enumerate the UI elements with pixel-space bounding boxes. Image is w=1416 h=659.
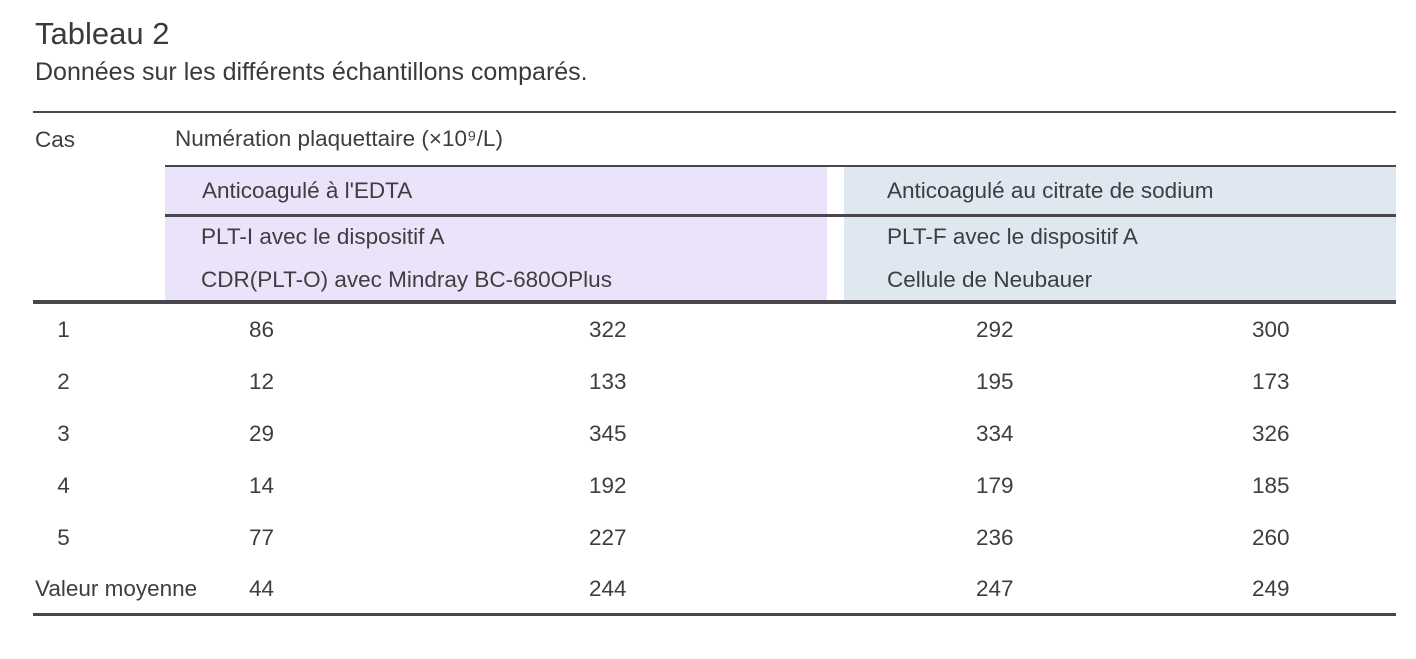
case-label: Valeur moyenne xyxy=(35,575,198,601)
method-edta-line2: CDR(PLT-O) avec Mindray BC-680OPlus xyxy=(201,267,612,292)
table-row-case: 5 xyxy=(33,512,165,564)
cell-plt-i: 44 xyxy=(165,564,496,616)
cell-cdr-plt-o: 322 xyxy=(589,317,627,342)
cell-neubauer: 249 xyxy=(1120,564,1396,616)
cell-cdr-plt-o: 227 xyxy=(589,525,627,550)
group-header-edta: Anticoagulé à l'EDTA xyxy=(165,167,827,217)
cell-neubauer: 173 xyxy=(1252,369,1290,394)
cell-neubauer: 260 xyxy=(1252,525,1290,550)
data-table: Cas Numération plaquettaire (×10⁹/L) Ant… xyxy=(33,111,1396,616)
table-row-case: 4 xyxy=(33,460,165,512)
table-row-case: 3 xyxy=(33,408,165,460)
cell-plt-i: 29 xyxy=(249,421,275,446)
cell-gap xyxy=(827,356,844,408)
table-number-title: Tableau 2 xyxy=(35,16,170,51)
cell-plt-f: 195 xyxy=(976,369,1014,394)
method-citrate-line2: Cellule de Neubauer xyxy=(887,267,1093,292)
band-gap xyxy=(827,167,844,217)
cell-neubauer: 185 xyxy=(1252,473,1290,498)
method-band-spacer xyxy=(33,217,165,304)
cell-plt-f: 292 xyxy=(976,317,1014,342)
table-row-case: 1 xyxy=(33,304,165,356)
cell-cdr-plt-o: 192 xyxy=(589,473,627,498)
cell-gap xyxy=(827,304,844,356)
cell-gap xyxy=(827,564,844,616)
cell-plt-f: 334 xyxy=(976,421,1014,446)
cell-gap xyxy=(827,408,844,460)
table-caption: Données sur les différents échantillons … xyxy=(35,58,588,86)
cell-plt-f: 179 xyxy=(976,473,1014,498)
cell-plt-i: 14 xyxy=(249,473,275,498)
case-label: 2 xyxy=(57,369,70,394)
case-label: 3 xyxy=(57,421,70,446)
case-label: 4 xyxy=(57,473,70,498)
cell-cdr-plt-o: 345 xyxy=(589,421,627,446)
cell-cdr-plt-o: 133 xyxy=(589,369,627,394)
table-row-case: Valeur moyenne xyxy=(33,564,198,616)
cell-plt-i: 86 xyxy=(249,317,275,342)
group-header-citrate: Anticoagulé au citrate de sodium xyxy=(844,167,1396,217)
cell-plt-i: 77 xyxy=(249,525,275,550)
column-header-platelet-count: Numération plaquettaire (×10⁹/L) xyxy=(165,113,1396,167)
cell-plt-f: 247 xyxy=(844,564,1120,616)
cell-plt-f: 236 xyxy=(976,525,1014,550)
method-header-edta: PLT-I avec le dispositif A CDR(PLT-O) av… xyxy=(165,217,827,304)
cell-neubauer: 300 xyxy=(1252,317,1290,342)
cell-plt-i: 12 xyxy=(249,369,275,394)
column-header-cas: Cas xyxy=(35,127,76,152)
method-header-citrate: PLT-F avec le dispositif A Cellule de Ne… xyxy=(844,217,1396,304)
band-gap xyxy=(827,217,844,304)
case-label: 1 xyxy=(57,317,70,342)
table-row-case: 2 xyxy=(33,356,165,408)
cell-gap xyxy=(827,512,844,564)
cell-gap xyxy=(827,460,844,512)
method-citrate-line1: PLT-F avec le dispositif A xyxy=(887,224,1138,249)
cell-cdr-plt-o: 244 xyxy=(496,564,827,616)
cell-neubauer: 326 xyxy=(1252,421,1290,446)
method-edta-line1: PLT-I avec le dispositif A xyxy=(201,224,445,249)
case-label: 5 xyxy=(57,525,70,550)
